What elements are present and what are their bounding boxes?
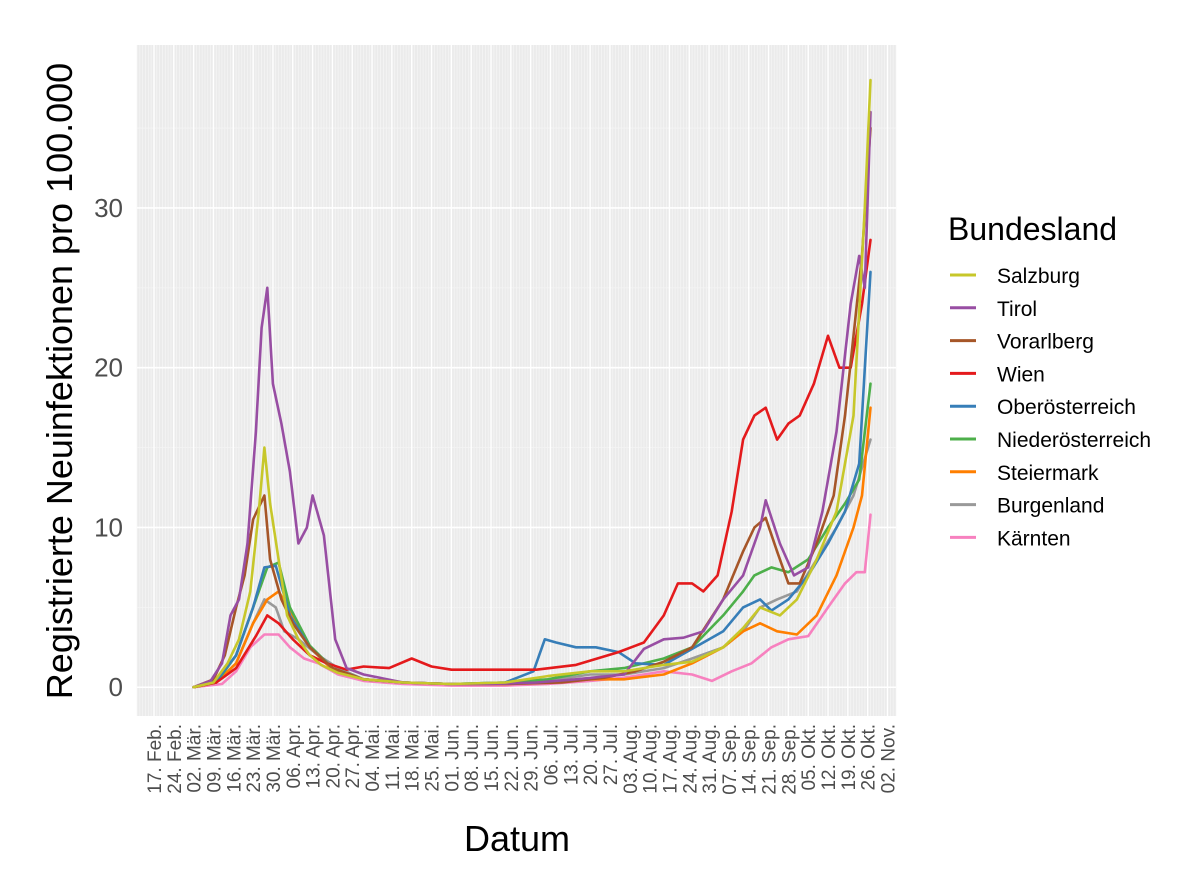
x-tick-label: 06. Apr. (284, 724, 305, 788)
x-tick-label: 01. Jun. (442, 724, 463, 792)
legend-label: Burgenland (997, 495, 1104, 518)
major-gridlines (137, 45, 896, 716)
x-tick-label: 10. Aug. (641, 724, 662, 794)
series-line-salzburg (192, 78, 872, 689)
x-tick-label: 26. Okt. (859, 724, 880, 791)
y-axis-ticks: 0 10 20 30 (94, 193, 123, 702)
x-tick-label: 04. Mai. (363, 724, 384, 792)
legend: Bundesland Salzburg Tirol Vorarlberg Wien Ob… (948, 211, 1151, 550)
series-line-wien (192, 238, 872, 689)
y-axis-title: Registrierte Neuinfektionen pro 100.000 (39, 63, 80, 699)
x-tick-label: 05. Okt. (799, 724, 820, 791)
x-tick-label: 24. Aug. (680, 724, 701, 794)
x-tick-label: 02. Mär. (185, 724, 206, 793)
x-tick-label: 17. Aug. (660, 724, 681, 794)
y-tick-label: 0 (109, 672, 123, 702)
x-axis-ticks: 17. Feb.24. Feb.02. Mär.09. Mär.16. Mär.… (145, 724, 900, 795)
legend-label: Vorarlberg (997, 331, 1094, 354)
x-tick-label: 14. Sep. (740, 724, 761, 795)
x-tick-label: 16. Mär. (224, 724, 245, 793)
legend-label: Wien (997, 363, 1045, 386)
x-tick-label: 27. Jul. (601, 724, 622, 785)
y-tick-label: 10 (94, 512, 123, 542)
x-tick-label: 11. Mai. (383, 724, 404, 790)
x-tick-label: 13. Apr. (304, 724, 325, 788)
y-tick-label: 30 (94, 193, 123, 223)
x-axis-title: Datum (464, 818, 570, 859)
x-tick-label: 21. Sep. (760, 724, 781, 795)
x-tick-label: 18. Mai. (403, 724, 424, 792)
x-tick-label: 24. Feb. (165, 724, 186, 794)
x-tick-label: 27. Apr. (343, 724, 364, 788)
x-tick-label: 23. Mär. (244, 724, 265, 793)
series-lines (192, 78, 872, 689)
x-tick-label: 03. Aug. (621, 724, 642, 794)
x-tick-label: 28. Sep. (779, 724, 800, 795)
x-tick-label: 15. Jun. (482, 724, 503, 792)
y-tick-label: 20 (94, 353, 123, 383)
x-tick-label: 25. Mai. (423, 724, 444, 792)
x-tick-label: 06. Jul. (541, 724, 562, 785)
x-tick-label: 20. Jul. (581, 724, 602, 785)
x-tick-label: 09. Mär. (204, 724, 225, 793)
legend-label: Salzburg (997, 265, 1080, 288)
legend-items: Salzburg Tirol Vorarlberg Wien Oberösterreic… (950, 265, 1151, 550)
legend-label: Steiermark (997, 462, 1099, 485)
x-tick-label: 13. Jul. (561, 724, 582, 785)
x-tick-label: 12. Okt. (819, 724, 840, 791)
x-tick-label: 08. Jun. (462, 724, 483, 792)
x-tick-label: 22. Jun. (502, 724, 523, 792)
legend-title: Bundesland (948, 211, 1117, 247)
x-tick-label: 20. Apr. (323, 724, 344, 788)
x-tick-label: 07. Sep. (720, 724, 741, 795)
x-tick-label: 31. Aug. (700, 724, 721, 794)
x-tick-label: 30. Mär. (264, 724, 285, 793)
x-tick-label: 17. Feb. (145, 724, 166, 794)
legend-label: Oberösterreich (997, 396, 1136, 419)
x-tick-label: 19. Okt. (839, 724, 860, 791)
legend-label: Tirol (997, 298, 1037, 321)
series-line-oberösterreich (192, 270, 872, 689)
legend-label: Kärnten (997, 527, 1071, 550)
x-tick-label: 02. Nov. (879, 724, 900, 793)
x-tick-label: 29. Jun. (522, 724, 543, 792)
legend-label: Niederösterreich (997, 429, 1151, 452)
